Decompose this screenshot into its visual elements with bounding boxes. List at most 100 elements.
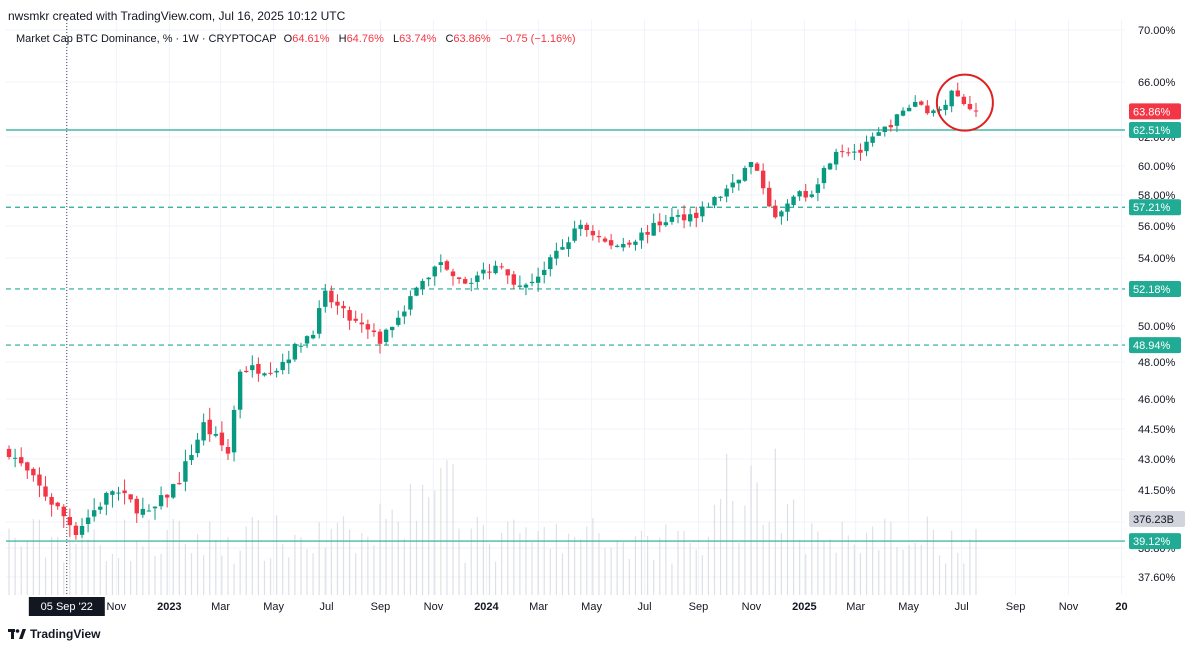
candle-body <box>852 151 857 153</box>
candle-body <box>748 162 754 168</box>
candle-body <box>870 136 875 143</box>
y-tick-label: 48.00% <box>1138 357 1176 369</box>
candle-body <box>164 494 170 498</box>
x-tick-label: 20 <box>1115 601 1127 613</box>
candle-body <box>754 163 760 171</box>
candle-body <box>98 506 103 510</box>
price-label-badge <box>1129 533 1181 550</box>
candle-body <box>961 96 967 105</box>
candle-body <box>614 245 620 248</box>
candle-body <box>955 90 960 97</box>
candle-body <box>432 266 437 277</box>
candle-body <box>189 455 194 461</box>
x-tick-label: Jul <box>955 601 969 613</box>
symbol-description: Market Cap BTC Dominance, % · 1W · CRYPT… <box>16 33 277 45</box>
candle-body <box>760 170 766 189</box>
x-tick-label: 2023 <box>157 601 181 613</box>
candle-body <box>554 250 559 259</box>
candle-body <box>888 125 894 128</box>
x-tick-label: Nov <box>107 601 127 613</box>
candle-body <box>700 206 705 217</box>
candle-body <box>669 216 675 222</box>
x-tick-label: May <box>263 601 284 613</box>
candle-body <box>310 334 316 339</box>
candle-body <box>335 301 340 306</box>
candle-body <box>6 448 12 457</box>
candle-body <box>803 191 808 198</box>
candle-body <box>438 262 444 266</box>
candle-body <box>359 322 364 325</box>
x-tick-label: Mar <box>846 601 865 613</box>
candle-body <box>833 151 839 165</box>
x-tick-label: Jul <box>320 601 334 613</box>
candle-body <box>773 205 778 218</box>
candle-body <box>414 287 419 296</box>
y-tick-label: 56.00% <box>1138 221 1176 233</box>
candle-body <box>742 168 748 181</box>
candle-body <box>627 242 632 245</box>
candle-body <box>268 372 273 374</box>
candle-body <box>943 104 948 110</box>
price-label-badge <box>1129 337 1181 354</box>
x-crosshair-badge <box>28 597 105 616</box>
candle-body <box>779 211 784 217</box>
candle-body <box>128 494 133 500</box>
x-tick-label: 2025 <box>792 601 816 613</box>
candle-body <box>377 331 383 344</box>
candle-body <box>450 271 456 277</box>
candle-body <box>286 359 291 364</box>
candle-body <box>371 330 377 333</box>
candle-body <box>651 222 656 236</box>
price-labels: 63.86% 62.51% 57.21% 52.18% 48.94% 39.12% 376.… <box>1129 103 1185 550</box>
candle-body <box>292 343 298 360</box>
x-tick-label: Sep <box>689 601 709 613</box>
high-value: 64.76% <box>346 33 384 45</box>
candle-body <box>815 184 821 193</box>
candle-body <box>55 502 60 507</box>
high-label: H <box>338 33 347 45</box>
candle-body <box>718 196 723 198</box>
candle-body <box>85 517 91 525</box>
candle-body <box>152 506 158 509</box>
candle-body <box>584 224 589 230</box>
candle-body <box>602 238 608 242</box>
candle-body <box>882 126 887 132</box>
candle-body <box>548 257 553 270</box>
brand-name: TradingView <box>30 627 101 641</box>
x-tick-label: 05 Sep '22 <box>41 601 93 613</box>
candle-body <box>171 484 176 498</box>
candle-body <box>572 228 577 241</box>
candle-body <box>827 163 833 170</box>
y-tick-label: 58.00% <box>1138 190 1176 202</box>
candle-body <box>900 110 906 116</box>
y-tick-label: 44.50% <box>1138 424 1176 436</box>
candle-body <box>493 265 498 274</box>
volume-histogram <box>8 448 977 595</box>
candle-body <box>420 280 425 289</box>
candle-body <box>140 508 146 515</box>
candle-body <box>608 240 614 246</box>
x-tick-label: Jul <box>638 601 652 613</box>
tradingview-brand[interactable]: TradingView <box>8 627 100 641</box>
candle-body <box>694 212 699 219</box>
change-value: −0.75 (−1.16%) <box>499 33 576 45</box>
candle-body <box>304 336 310 344</box>
candle-body <box>645 232 650 235</box>
candle-body <box>37 474 42 486</box>
price-label-badge <box>1129 511 1185 527</box>
candle-body <box>31 468 36 476</box>
candle-body <box>25 462 30 471</box>
candle-body <box>858 149 863 153</box>
candle-body <box>195 439 200 454</box>
candle-body <box>535 276 541 283</box>
candle-body <box>341 305 346 309</box>
chart-credit: nwsmkr created with TradingView.com, Jul… <box>8 9 346 23</box>
candle-body <box>663 222 669 226</box>
candle-body <box>183 461 188 482</box>
candle-body <box>706 206 711 208</box>
price-label-text: 62.51% <box>1133 125 1171 137</box>
candle-body <box>444 261 450 270</box>
candle-body <box>91 510 97 517</box>
tradingview-logo-icon <box>8 629 26 639</box>
